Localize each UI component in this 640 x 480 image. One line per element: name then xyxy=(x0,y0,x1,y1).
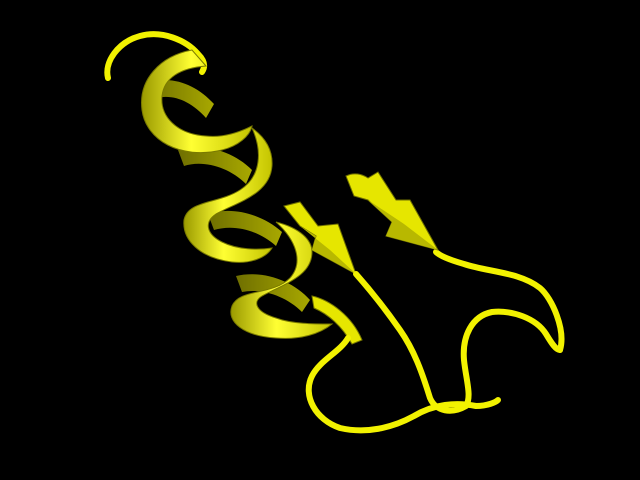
right-loop-coil xyxy=(433,249,565,353)
alpha-helix-back xyxy=(146,80,310,312)
connector-coil xyxy=(353,271,563,414)
alpha-helix xyxy=(141,49,363,345)
loop-coil-lower xyxy=(305,335,501,434)
beta-strand-2 xyxy=(345,171,440,251)
